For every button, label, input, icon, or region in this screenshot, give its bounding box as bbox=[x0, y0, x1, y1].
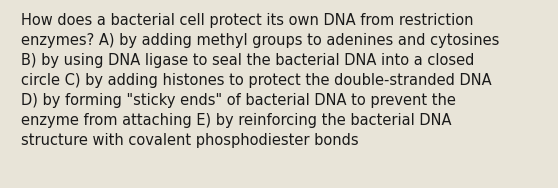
Text: How does a bacterial cell protect its own DNA from restriction
enzymes? A) by ad: How does a bacterial cell protect its ow… bbox=[21, 13, 499, 148]
